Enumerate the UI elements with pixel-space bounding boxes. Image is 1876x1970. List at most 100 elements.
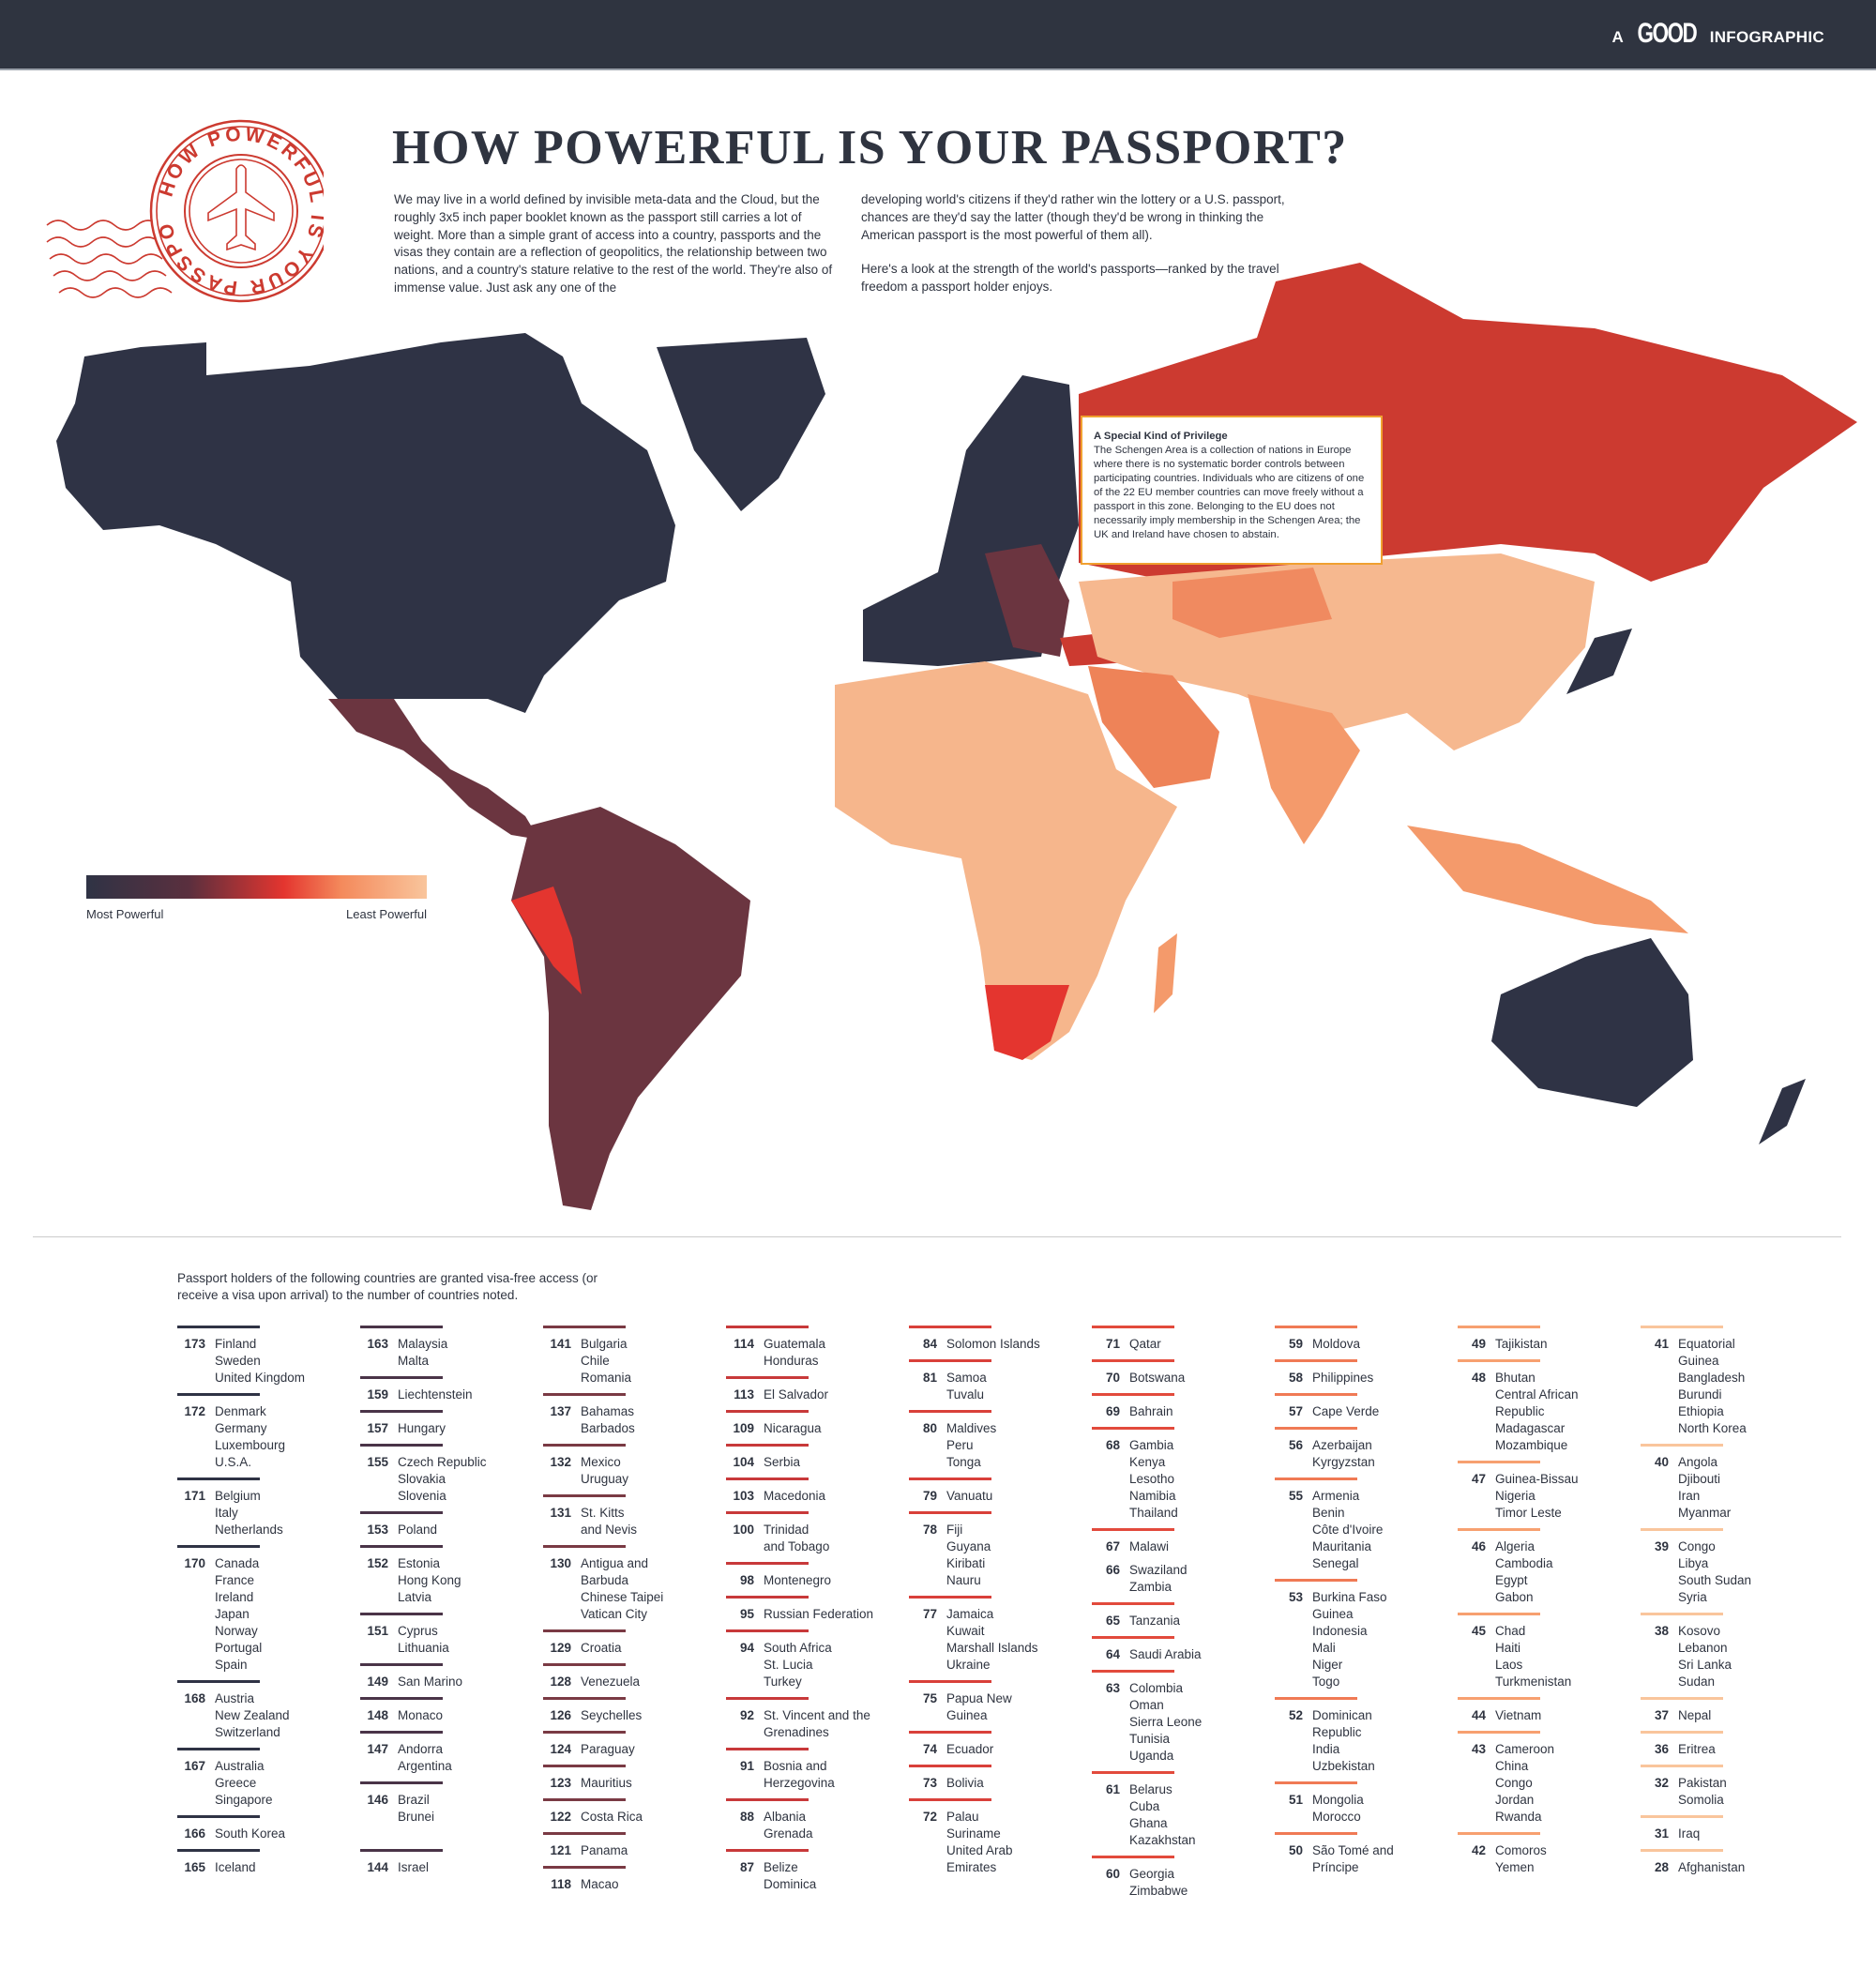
- rank-group: 146 Brazil Brunei: [360, 1781, 543, 1832]
- country-name: Norway: [215, 1624, 258, 1638]
- rank-divider: [726, 1562, 809, 1565]
- visa-free-count: 77: [922, 1607, 937, 1621]
- country-name: St. Lucia: [764, 1658, 813, 1672]
- country-name: Nicaragua: [764, 1421, 822, 1435]
- visa-free-count: 38: [1654, 1624, 1669, 1638]
- visa-free-count: 128: [550, 1674, 571, 1689]
- country-list: Bahrain: [1129, 1403, 1275, 1420]
- country-name: Malawi: [1129, 1539, 1170, 1553]
- country-list: Moldova: [1312, 1336, 1458, 1353]
- country-name: Colombia: [1129, 1681, 1184, 1695]
- country-list: South Africa St. Lucia Turkey: [764, 1640, 909, 1690]
- country-list: Bahamas Barbados: [581, 1403, 726, 1437]
- world-map: [56, 263, 1857, 1210]
- country-name: Barbados: [581, 1421, 635, 1435]
- southern-africa: [985, 985, 1069, 1060]
- rank-group: 165 Iceland: [177, 1849, 360, 1883]
- rank-group: 59 Moldova: [1275, 1326, 1458, 1359]
- rank-divider: [543, 1663, 626, 1666]
- country-name: Iran: [1678, 1489, 1701, 1503]
- country-name: Sweden: [215, 1354, 261, 1368]
- rank-divider: [726, 1798, 809, 1801]
- country-name: Andorra: [398, 1742, 444, 1756]
- rank-group: 159 Liechtenstein: [360, 1376, 543, 1410]
- country-name: Turkey: [764, 1674, 802, 1689]
- visa-free-count: 167: [184, 1759, 205, 1773]
- rank-divider: [543, 1765, 626, 1767]
- rank-divider: [177, 1680, 260, 1683]
- visa-free-count: 152: [367, 1556, 388, 1570]
- visa-free-count: 42: [1471, 1843, 1486, 1857]
- visa-free-count: 173: [184, 1337, 205, 1351]
- visa-free-count: 79: [922, 1489, 937, 1503]
- rank-divider: [1092, 1393, 1174, 1396]
- rank-divider: [543, 1444, 626, 1447]
- country-name: North Korea: [1678, 1421, 1747, 1435]
- rank-divider: [1092, 1528, 1174, 1531]
- country-name: Nepal: [1678, 1708, 1712, 1722]
- rank-divider: [1641, 1697, 1723, 1700]
- country-list: Malaysia Malta: [398, 1336, 543, 1370]
- visa-free-count: 68: [1105, 1438, 1120, 1452]
- country-name: Namibia: [1129, 1489, 1176, 1503]
- visa-free-count: 123: [550, 1776, 571, 1790]
- legend-gradient: [86, 875, 427, 899]
- country-name: Costa Rica: [581, 1810, 643, 1824]
- country-name: Vanuatu: [946, 1489, 993, 1503]
- country-name: Guinea: [1312, 1607, 1354, 1621]
- country-list: Solomon Islands: [946, 1336, 1092, 1353]
- rank-divider: [1641, 1765, 1723, 1767]
- rank-group: 41 Equatorial Guinea Bangladesh Burundi Ethio…: [1641, 1326, 1823, 1444]
- country-name: Morocco: [1312, 1810, 1361, 1824]
- visa-free-count: 84: [922, 1337, 937, 1351]
- country-list: Qatar: [1129, 1336, 1275, 1353]
- intro-col-2: developing world's citizens if they'd ra…: [861, 191, 1302, 313]
- visa-free-count: 72: [922, 1810, 937, 1824]
- rank-group: 74 Ecuador: [909, 1731, 1092, 1765]
- rank-group: 130 Antigua and Barbuda Chinese Taipei Vatic…: [543, 1545, 726, 1629]
- rank-group: 51 Mongolia Morocco: [1275, 1781, 1458, 1832]
- rank-divider: [543, 1326, 626, 1328]
- country-name: Palau: [946, 1810, 979, 1824]
- madagascar: [1154, 933, 1177, 1013]
- country-list: Macao: [581, 1876, 726, 1893]
- rank-divider: [543, 1494, 626, 1497]
- country-name: Iraq: [1678, 1826, 1701, 1841]
- country-list: Bosnia and Herzegovina: [764, 1758, 909, 1792]
- country-name: Chad: [1495, 1624, 1526, 1638]
- rank-group: 56 Azerbaijan Kyrgyzstan: [1275, 1427, 1458, 1478]
- airplane-icon: [207, 164, 275, 251]
- visa-free-count: 91: [739, 1759, 754, 1773]
- rank-group: 36 Eritrea: [1641, 1731, 1823, 1765]
- country-list: Vietnam: [1495, 1707, 1641, 1724]
- country-list: South Korea: [215, 1826, 360, 1842]
- country-name: Maldives: [946, 1421, 997, 1435]
- country-name: Equatorial: [1678, 1337, 1735, 1351]
- visa-free-count: 49: [1471, 1337, 1486, 1351]
- country-name: Pakistan: [1678, 1776, 1727, 1790]
- country-name: Eritrea: [1678, 1742, 1716, 1756]
- visa-free-count: 151: [367, 1624, 388, 1638]
- rank-group: 81 Samoa Tuvalu: [909, 1359, 1092, 1410]
- country-name: Greece: [215, 1776, 257, 1790]
- rank-group: 152 Estonia Hong Kong Latvia: [360, 1545, 543, 1613]
- list-intro: Passport holders of the following countr…: [177, 1271, 598, 1302]
- passport-stamp-logo: HOW POWERFUL IS YOUR PASSPORT?: [42, 113, 324, 303]
- rank-divider: [1458, 1359, 1540, 1362]
- rank-divider: [360, 1731, 443, 1734]
- country-name: Tajikistan: [1495, 1337, 1548, 1351]
- visa-free-count: 157: [367, 1421, 388, 1435]
- rank-group: 155 Czech Republic Slovakia Slovenia: [360, 1444, 543, 1511]
- country-name: Marshall Islands: [946, 1641, 1038, 1655]
- country-list: Pakistan Somolia: [1678, 1775, 1823, 1809]
- ranking-column: 59 Moldova 58 Philippines 57 Cape Verde 56 Azer…: [1275, 1326, 1458, 1906]
- rank-divider: [909, 1326, 991, 1328]
- rank-group: 122 Costa Rica: [543, 1798, 726, 1832]
- rank-group: 84 Solomon Islands: [909, 1326, 1092, 1359]
- rank-group: 141 Bulgaria Chile Romania: [543, 1326, 726, 1393]
- country-name: China: [1495, 1759, 1529, 1773]
- country-list: Hungary: [398, 1420, 543, 1437]
- rank-divider: [543, 1832, 626, 1835]
- visa-free-count: 163: [367, 1337, 388, 1351]
- country-name: Syria: [1678, 1590, 1707, 1604]
